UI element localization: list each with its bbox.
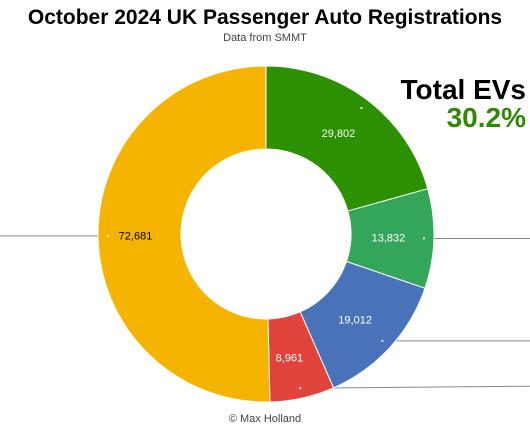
leader-dot bbox=[381, 339, 384, 343]
total-evs-label: Total EVs bbox=[400, 74, 526, 105]
chart-title: October 2024 UK Passenger Auto Registrat… bbox=[27, 6, 503, 29]
slice-labels: 29,802 13,832 19,012 8,961 72,681 bbox=[106, 106, 426, 390]
slice-label: 29,802 bbox=[322, 128, 356, 140]
slice-label: 19,012 bbox=[338, 315, 372, 327]
leader-line bbox=[300, 385, 530, 389]
donut-slice bbox=[265, 65, 429, 212]
leader-lines bbox=[0, 235, 530, 389]
donut-slices bbox=[97, 65, 435, 403]
total-evs-value: 30.2% bbox=[446, 102, 526, 133]
leader-dot bbox=[360, 106, 363, 110]
slice-label: 8,961 bbox=[276, 352, 304, 364]
credit-text: © Max Holland bbox=[228, 413, 302, 425]
leader-dot bbox=[422, 237, 426, 240]
slice-label: 72,681 bbox=[119, 230, 153, 242]
leader-dot bbox=[299, 387, 302, 390]
donut-slice bbox=[97, 65, 271, 403]
chart-subtitle: Data from SMMT bbox=[223, 32, 307, 44]
leader-dot bbox=[106, 234, 110, 238]
slice-label: 13,832 bbox=[372, 233, 406, 245]
